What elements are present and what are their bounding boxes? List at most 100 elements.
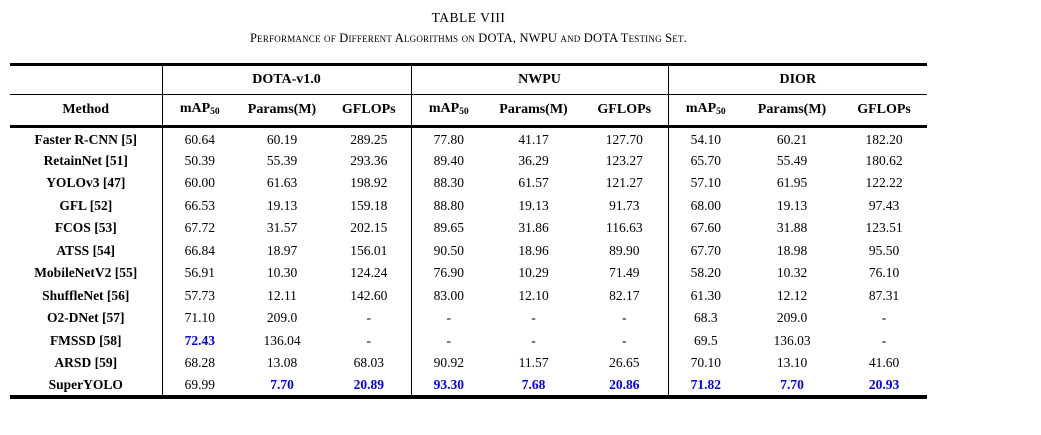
value-cell: 72.43: [161, 329, 237, 352]
value-cell: 7.68: [521, 376, 546, 392]
value-cell: 142.60: [350, 287, 388, 303]
value-cell: 91.73: [609, 197, 640, 213]
value-cell: 71.10: [161, 306, 237, 329]
method-cell: FMSSD [58]: [49, 332, 122, 348]
value-cell: 180.62: [865, 152, 903, 168]
value-cell: 95.50: [868, 242, 900, 258]
table-row: FMSSD [58] 72.43 136.04 - - - - 69.5 136.03 -: [10, 329, 927, 352]
value-cell: 66.84: [161, 239, 237, 262]
value-cell: 12.11: [267, 287, 297, 303]
value-cell: 18.97: [266, 242, 298, 258]
table-row: FCOS [53] 67.72 31.57 202.15 89.65 31.86 116.6…: [10, 216, 927, 239]
value-cell: 121.27: [605, 175, 643, 190]
value-cell: 89.65: [410, 216, 487, 239]
value-cell: 13.10: [776, 355, 808, 370]
map50-column-header: mAP50: [161, 94, 237, 128]
value-cell: 124.24: [350, 265, 388, 280]
table-title: TABLE VIII: [431, 10, 506, 25]
value-cell: 116.63: [605, 220, 643, 235]
method-cell: MobileNetV2 [55]: [34, 265, 138, 280]
value-cell: 123.51: [865, 220, 903, 235]
value-cell: 26.65: [609, 355, 640, 370]
value-cell: 66.53: [161, 194, 237, 217]
method-cell: Faster R-CNN [5]: [34, 132, 137, 148]
value-cell: 93.30: [410, 374, 487, 397]
value-cell: 60.64: [161, 126, 237, 149]
value-cell: 87.31: [868, 287, 900, 303]
value-cell: 88.80: [410, 194, 487, 217]
value-cell: 31.88: [776, 220, 808, 235]
map50-column-header: mAP50: [667, 94, 744, 128]
group-header-dior: DIOR: [667, 64, 928, 95]
value-cell: 76.10: [868, 265, 900, 280]
value-cell: 10.32: [776, 265, 808, 280]
value-cell: 60.21: [776, 132, 808, 148]
value-cell: 68.28: [161, 351, 237, 374]
value-cell: -: [622, 332, 627, 348]
value-cell: 56.91: [161, 261, 237, 284]
results-table: DOTA-v1.0 NWPU DIOR Method mAP50 Params(M) GFL…: [10, 63, 928, 399]
corner-blank: [10, 64, 162, 95]
method-cell: ShuffleNet [56]: [42, 287, 130, 303]
value-cell: 19.13: [776, 197, 808, 213]
method-cell: ATSS [54]: [56, 242, 116, 258]
value-cell: -: [410, 329, 487, 352]
value-cell: 36.29: [518, 152, 549, 168]
value-cell: 70.10: [667, 351, 744, 374]
value-cell: 10.29: [518, 265, 549, 280]
value-cell: 77.80: [410, 126, 487, 149]
value-cell: 293.36: [350, 152, 388, 168]
value-cell: 76.90: [410, 261, 487, 284]
table-row: Faster R-CNN [5] 60.64 60.19 289.25 77.80 41.…: [10, 126, 927, 149]
value-cell: 289.25: [350, 132, 388, 148]
table-row: ATSS [54] 66.84 18.97 156.01 90.50 18.96 89.90…: [10, 239, 927, 262]
table-caption-block: TABLE VIII Performance of Different Algo…: [10, 10, 927, 46]
value-cell: 20.93: [868, 376, 900, 392]
method-cell: FCOS [53]: [54, 220, 117, 235]
value-cell: 57.10: [667, 171, 744, 194]
value-cell: 136.03: [773, 332, 811, 348]
value-cell: 89.90: [609, 242, 640, 258]
value-cell: 31.57: [266, 220, 298, 235]
value-cell: 159.18: [350, 197, 388, 213]
value-cell: -: [531, 310, 536, 325]
value-cell: -: [881, 332, 887, 348]
value-cell: 65.70: [667, 149, 744, 172]
method-cell: YOLOv3 [47]: [46, 175, 126, 190]
table-row: ARSD [59] 68.28 13.08 68.03 90.92 11.57 26.65 7…: [10, 351, 927, 374]
value-cell: -: [881, 310, 887, 325]
method-cell: RetainNet [51]: [43, 152, 128, 168]
table-row: MobileNetV2 [55] 56.91 10.30 124.24 76.90 10.…: [10, 261, 927, 284]
value-cell: 18.98: [776, 242, 808, 258]
table-caption: Performance of Different Algorithms on D…: [250, 31, 687, 45]
group-header-row: DOTA-v1.0 NWPU DIOR: [10, 64, 928, 95]
table-row: YOLOv3 [47] 60.00 61.63 198.92 88.30 61.57 121…: [10, 171, 927, 194]
method-column-header: Method: [10, 94, 162, 128]
value-cell: 67.70: [667, 239, 744, 262]
value-cell: 127.70: [605, 132, 643, 148]
gflops-column-header: GFLOPs: [327, 94, 412, 128]
value-cell: -: [410, 306, 487, 329]
value-cell: -: [366, 310, 372, 325]
value-cell: 209.0: [266, 310, 298, 325]
table-header: DOTA-v1.0 NWPU DIOR Method mAP50 Params(M) GFL…: [10, 64, 928, 128]
value-cell: 7.70: [270, 376, 294, 392]
value-cell: -: [531, 332, 536, 348]
value-cell: -: [366, 332, 372, 348]
value-cell: 58.20: [667, 261, 744, 284]
group-header-dota-v1-0: DOTA-v1.0: [161, 64, 412, 95]
value-cell: 71.82: [667, 374, 744, 397]
value-cell: 122.22: [865, 175, 903, 190]
value-cell: 67.60: [667, 216, 744, 239]
value-cell: 61.95: [776, 175, 808, 190]
value-cell: 13.08: [266, 355, 298, 370]
value-cell: 10.30: [266, 265, 298, 280]
value-cell: 12.10: [518, 287, 549, 303]
method-cell: O2-DNet [57]: [46, 310, 125, 325]
value-cell: 55.49: [776, 152, 808, 168]
method-cell: SuperYOLO: [48, 376, 123, 392]
value-cell: 60.00: [161, 171, 237, 194]
value-cell: 31.86: [518, 220, 549, 235]
value-cell: 88.30: [410, 171, 487, 194]
